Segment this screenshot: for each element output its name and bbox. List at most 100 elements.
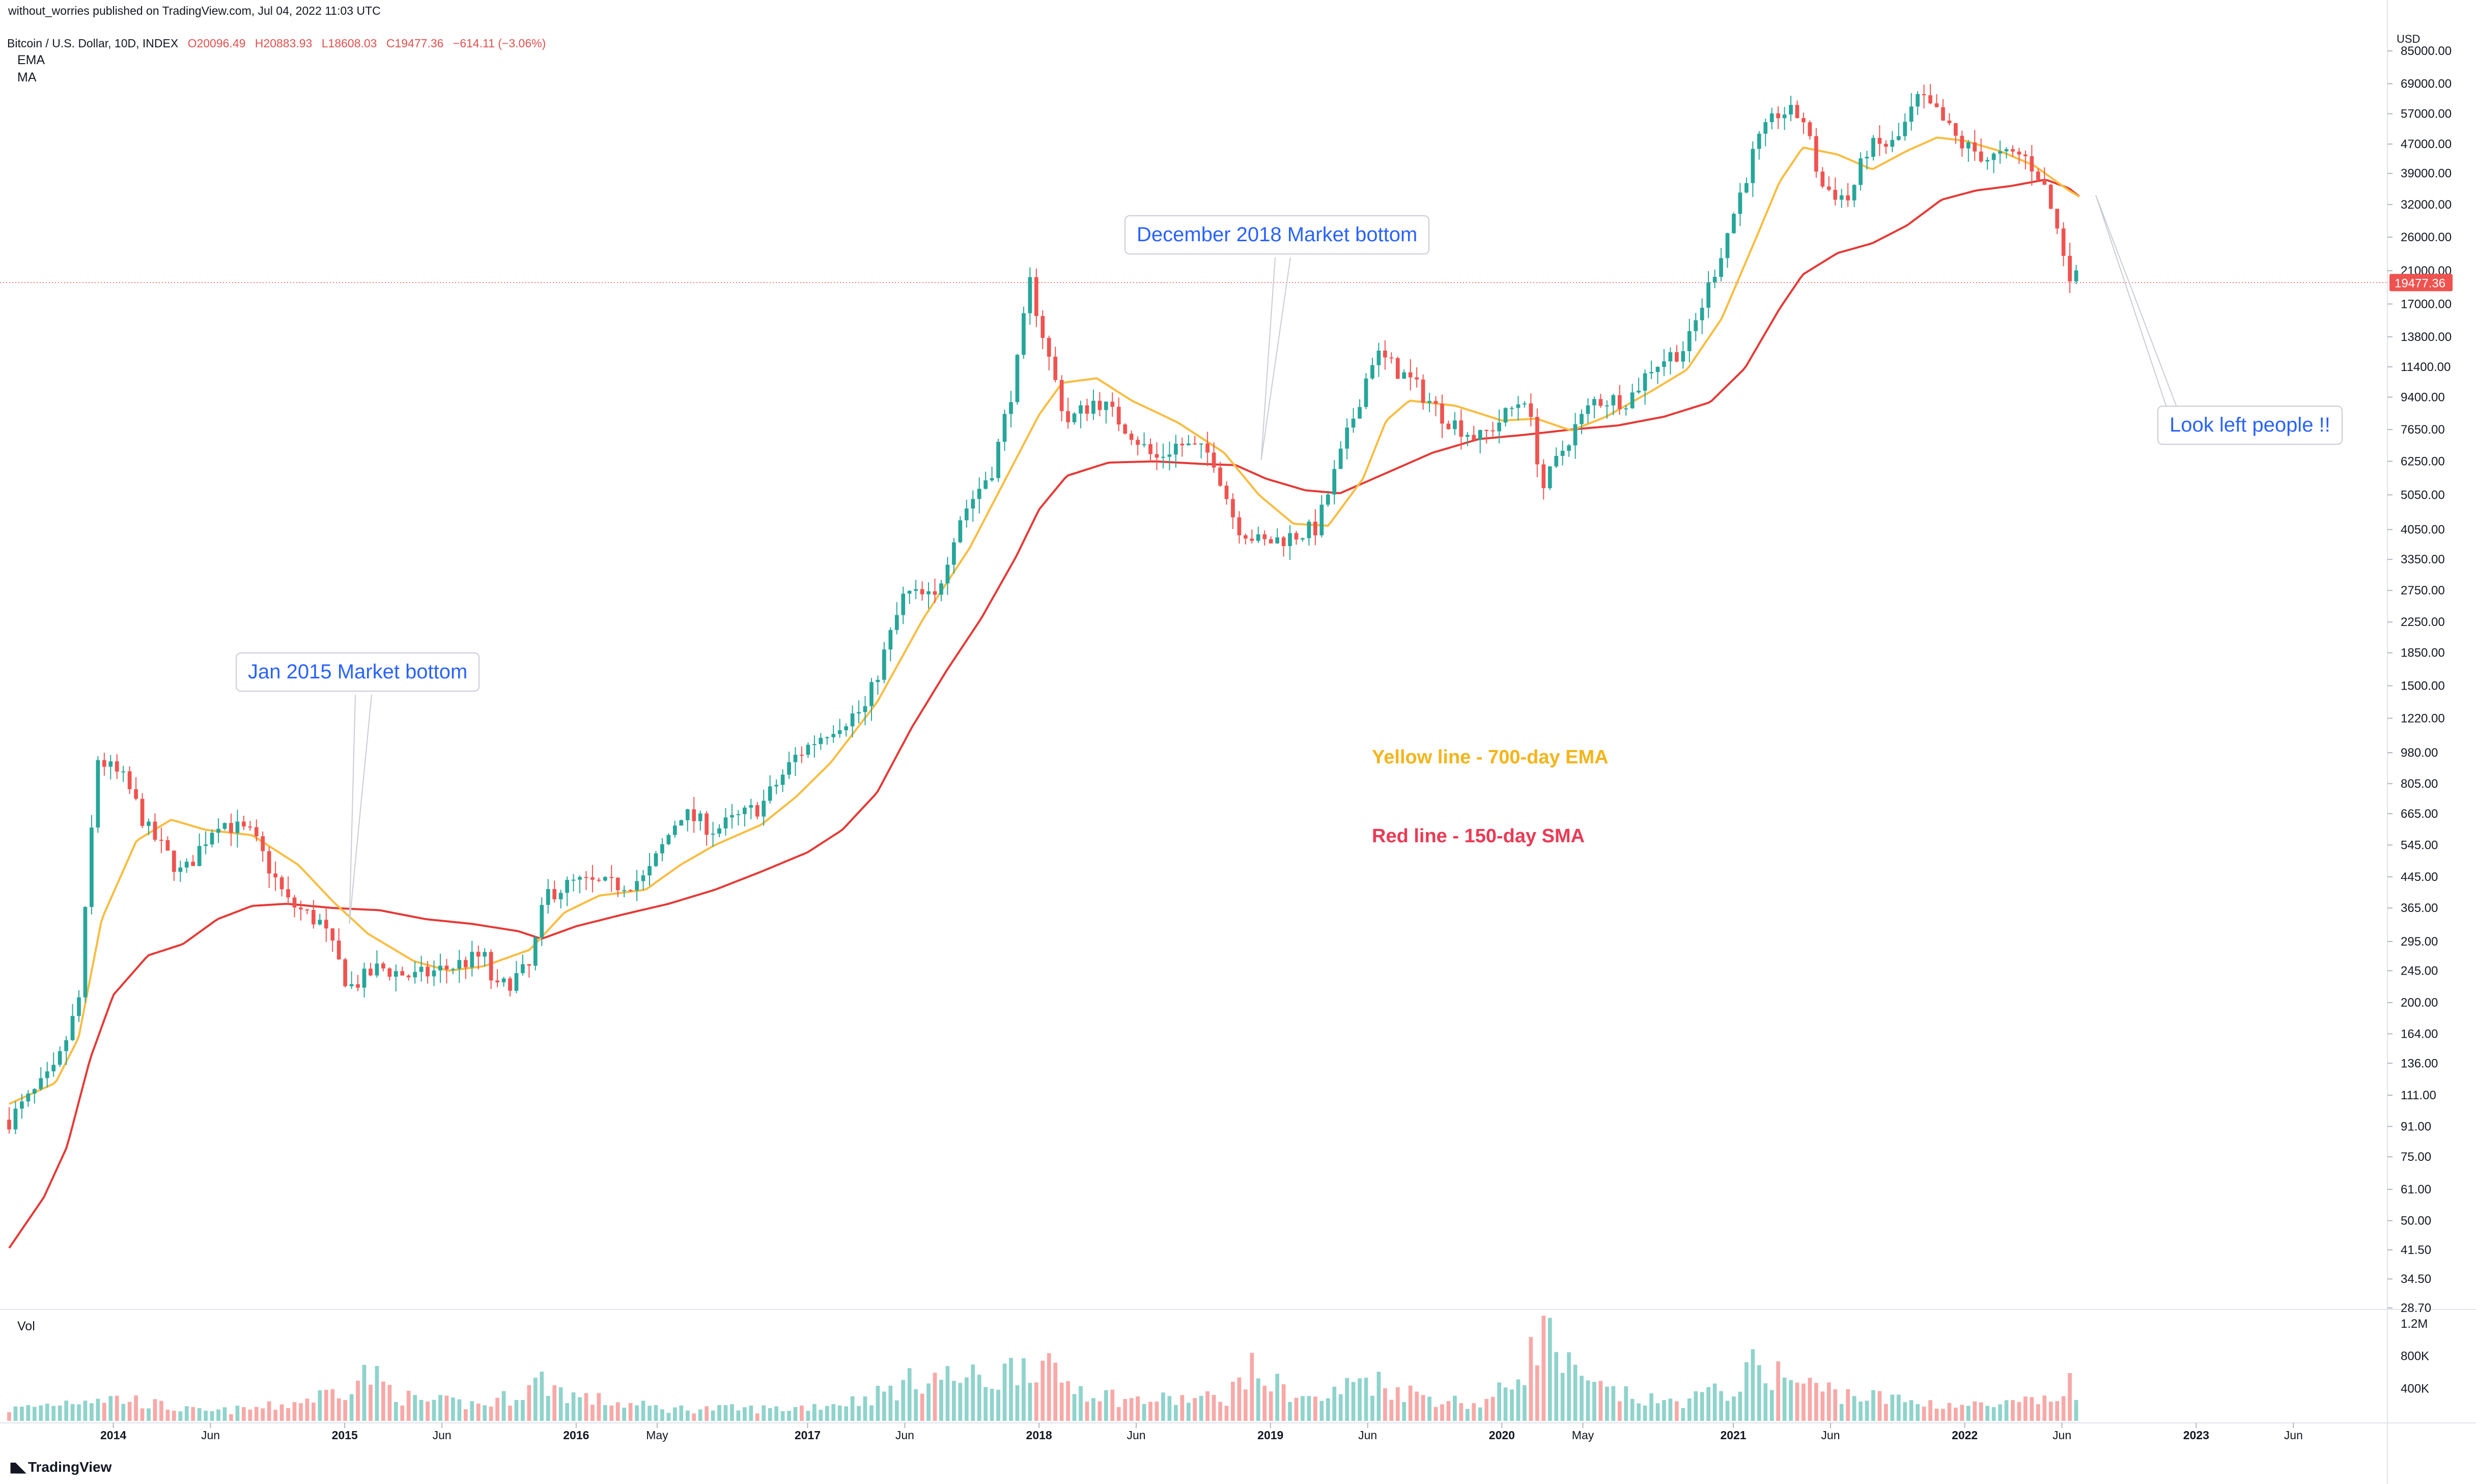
callout-jan-2015[interactable]: Jan 2015 Market bottom [236,652,480,692]
volume-bar [235,1406,240,1421]
candle [920,581,924,601]
time-tick-label: 2019 [1257,1429,1283,1442]
callout-dec-2018[interactable]: December 2018 Market bottom [1124,215,1430,254]
candle-body [1617,395,1622,409]
candle-body [1630,392,1635,409]
ema-legend[interactable]: EMA [17,53,45,67]
callout-look-left[interactable]: Look left people !! [2157,406,2343,445]
candle [1275,528,1280,544]
candle [717,824,721,838]
candle [857,700,861,724]
candle-body [1301,538,1305,540]
candle-body [375,963,379,976]
candle-body [1896,136,1901,140]
candle [165,836,170,851]
volume-bar [470,1401,474,1421]
candle [1567,444,1571,457]
candle [1022,306,1026,359]
candle-body [178,867,183,872]
candle [1706,271,1710,318]
candle-body [1732,214,1736,234]
volume-legend[interactable]: Vol [17,1319,35,1333]
candle-body [578,877,582,880]
candle-body [1338,448,1343,469]
volume-bar [1763,1383,1768,1421]
candle [641,870,645,890]
candle [1865,151,1869,170]
price-tick-label: 91.00 [2401,1120,2431,1133]
volume-bar [279,1404,284,1421]
volume-bar [1465,1409,1470,1421]
volume-bar [1776,1361,1781,1421]
volume-tick-label: 1.2M [2401,1317,2428,1331]
candle-body [261,836,265,851]
volume-bar [159,1401,163,1421]
candle [261,832,265,862]
candle-body [108,761,113,767]
volume-bar [1941,1409,1945,1421]
volume-bar [857,1406,861,1421]
volume-bar [1738,1391,1742,1421]
volume-bar [1567,1352,1571,1421]
candle-body [514,973,519,991]
volume-bar [1161,1392,1165,1421]
candle-body [1985,160,1990,162]
volume-bar [178,1411,183,1421]
candle [1852,184,1856,207]
candle [1085,398,1089,421]
volume-bar [609,1405,614,1421]
price-tick-label: 200.00 [2401,996,2438,1010]
price-axis-unit: USD [2397,33,2420,45]
candle-body [1199,443,1203,445]
candle [444,959,449,984]
time-tick-label: May [1572,1429,1594,1442]
candle-body [1769,113,1774,123]
candle [204,831,208,854]
volume-bar [850,1396,855,1421]
volume-bar [184,1406,189,1421]
volume-bar [20,1407,24,1421]
candle-body [400,971,405,976]
candle-body [894,615,899,630]
volume-bar [1440,1404,1444,1421]
candle-body [172,850,176,872]
candle-body [1345,427,1349,449]
candle [1877,125,1882,156]
candle [324,907,328,942]
candle-body [698,813,702,821]
candle-body [2068,255,2072,281]
volume-bar [1808,1378,1812,1421]
ma-legend[interactable]: MA [17,70,37,84]
candle [983,471,988,490]
candle-body [952,542,956,565]
candle [1250,529,1254,544]
candle-body [362,968,367,988]
candle-body [1909,106,1914,122]
candle-body [426,966,430,977]
candle-body [1079,405,1083,414]
candle-body [793,754,798,762]
volume-bar [901,1380,906,1421]
volume-bar [1769,1390,1774,1421]
candle-body [153,821,157,840]
candle [1985,157,1990,170]
volume-bar [1852,1396,1856,1421]
candle [533,935,538,971]
time-tick-label: 2021 [1720,1429,1746,1442]
candle [356,975,360,991]
volume-bar [1275,1374,1280,1421]
candle-body [324,920,328,929]
candle [1643,369,1647,405]
candle [1421,374,1425,410]
tradingview-logo[interactable]: ▮◣ TradingView [9,1459,111,1475]
volume-bar [660,1409,664,1421]
candle [115,754,119,779]
candle-body [1567,445,1571,451]
volume-bar [115,1395,119,1421]
candle [1966,139,1971,162]
volume-bar [1954,1407,1958,1421]
candle-body [1826,186,1831,190]
candle [666,833,671,845]
candle-body [571,879,576,881]
